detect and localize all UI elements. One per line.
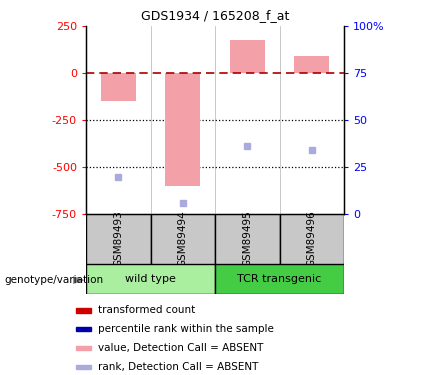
Bar bbox=[76, 365, 91, 369]
Text: TCR transgenic: TCR transgenic bbox=[237, 274, 322, 284]
Text: GSM89494: GSM89494 bbox=[178, 211, 188, 267]
Text: transformed count: transformed count bbox=[98, 305, 195, 315]
Bar bbox=[294, 56, 329, 73]
Bar bbox=[101, 73, 136, 101]
Bar bbox=[165, 73, 200, 186]
Bar bbox=[76, 308, 91, 313]
Bar bbox=[76, 327, 91, 332]
Polygon shape bbox=[73, 276, 85, 284]
Bar bbox=[76, 346, 91, 350]
Bar bbox=[280, 214, 344, 264]
Bar bbox=[230, 40, 265, 73]
Bar bbox=[215, 214, 280, 264]
Text: GSM89496: GSM89496 bbox=[307, 211, 317, 267]
Text: GSM89493: GSM89493 bbox=[113, 211, 123, 267]
Text: wild type: wild type bbox=[125, 274, 176, 284]
Text: genotype/variation: genotype/variation bbox=[4, 275, 104, 285]
Bar bbox=[86, 214, 150, 264]
Text: rank, Detection Call = ABSENT: rank, Detection Call = ABSENT bbox=[98, 362, 258, 372]
Text: percentile rank within the sample: percentile rank within the sample bbox=[98, 324, 274, 334]
Bar bbox=[150, 214, 215, 264]
Text: GSM89495: GSM89495 bbox=[242, 211, 252, 267]
Bar bbox=[86, 264, 215, 294]
Bar bbox=[215, 264, 344, 294]
Text: value, Detection Call = ABSENT: value, Detection Call = ABSENT bbox=[98, 343, 264, 353]
Title: GDS1934 / 165208_f_at: GDS1934 / 165208_f_at bbox=[141, 9, 289, 22]
